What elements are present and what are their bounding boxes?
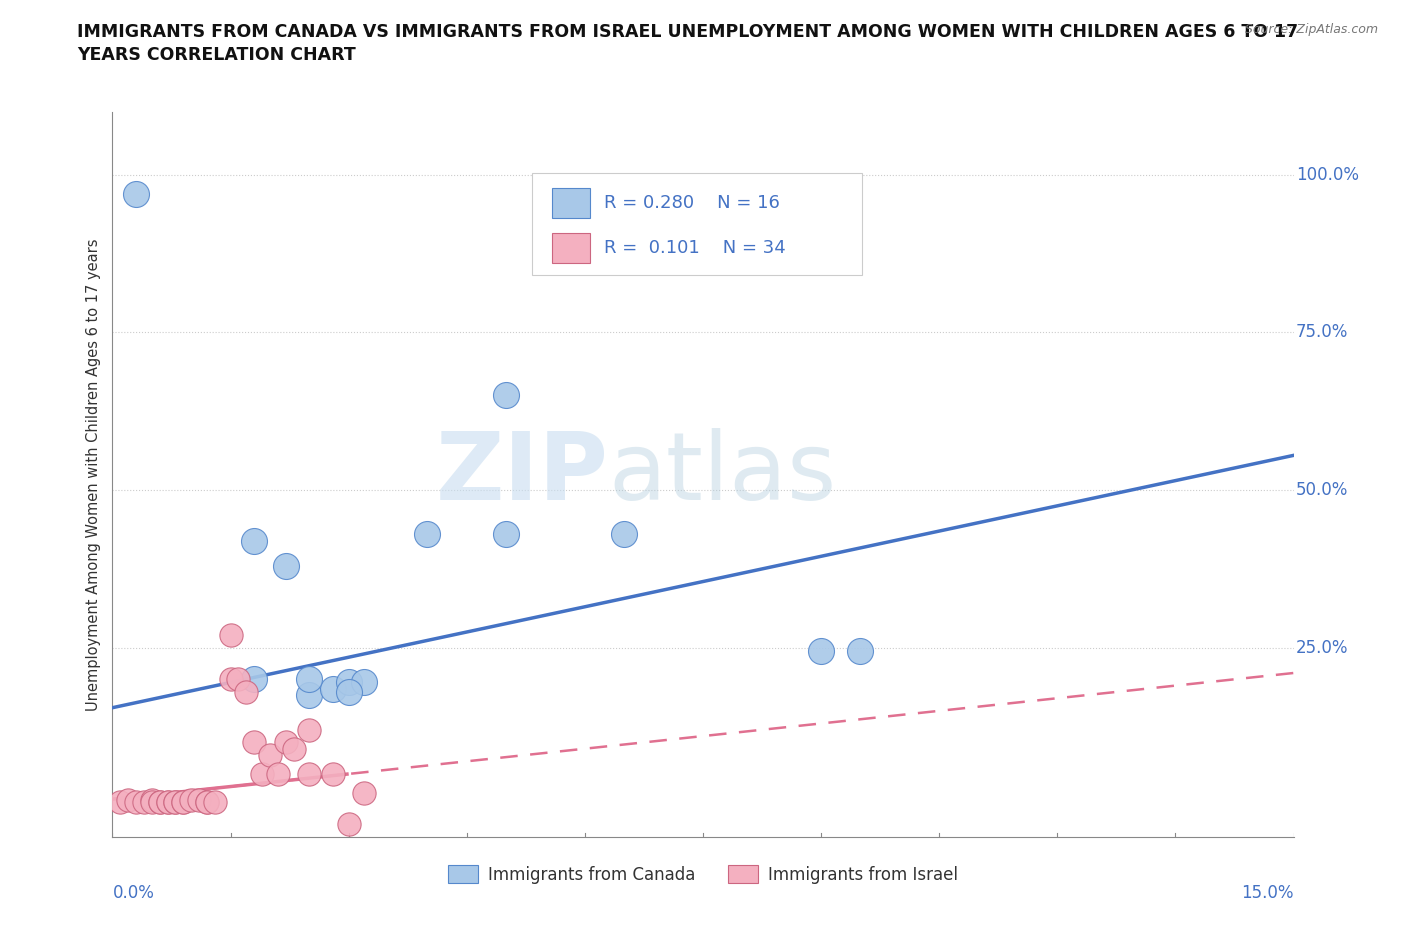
Point — [149, 795, 172, 810]
Point — [283, 741, 305, 756]
Point — [165, 795, 187, 810]
Point — [298, 766, 321, 781]
FancyBboxPatch shape — [551, 188, 589, 219]
Text: IMMIGRANTS FROM CANADA VS IMMIGRANTS FROM ISRAEL UNEMPLOYMENT AMONG WOMEN WITH C: IMMIGRANTS FROM CANADA VS IMMIGRANTS FRO… — [77, 23, 1299, 41]
Text: atlas: atlas — [609, 429, 837, 520]
Point — [228, 671, 250, 686]
Point — [219, 628, 242, 643]
Point — [298, 687, 321, 702]
Text: R =  0.101    N = 34: R = 0.101 N = 34 — [603, 239, 786, 257]
Point — [188, 793, 211, 808]
Text: 0.0%: 0.0% — [112, 884, 155, 902]
Point — [274, 558, 297, 573]
Point — [322, 682, 344, 697]
Point — [337, 675, 360, 690]
Point — [235, 684, 257, 699]
Point — [416, 526, 439, 541]
Legend: Immigrants from Canada, Immigrants from Israel: Immigrants from Canada, Immigrants from … — [441, 858, 965, 890]
Point — [243, 533, 266, 548]
Point — [274, 735, 297, 750]
Point — [149, 795, 172, 810]
Y-axis label: Unemployment Among Women with Children Ages 6 to 17 years: Unemployment Among Women with Children A… — [86, 238, 101, 711]
Point — [322, 766, 344, 781]
Point — [195, 795, 218, 810]
Point — [243, 671, 266, 686]
Point — [204, 795, 226, 810]
Text: ZIP: ZIP — [436, 429, 609, 520]
Point — [156, 795, 179, 810]
Point — [259, 748, 281, 763]
Point — [613, 526, 636, 541]
Text: 75.0%: 75.0% — [1296, 324, 1348, 341]
Point — [125, 186, 148, 201]
Point — [243, 735, 266, 750]
Point — [353, 675, 375, 690]
Text: 15.0%: 15.0% — [1241, 884, 1294, 902]
Point — [810, 644, 832, 658]
Point — [165, 795, 187, 810]
Point — [250, 766, 273, 781]
Point — [298, 723, 321, 737]
Point — [132, 795, 155, 810]
Point — [219, 671, 242, 686]
Text: YEARS CORRELATION CHART: YEARS CORRELATION CHART — [77, 46, 356, 64]
Point — [110, 795, 132, 810]
FancyBboxPatch shape — [551, 232, 589, 262]
Text: 50.0%: 50.0% — [1296, 481, 1348, 499]
Point — [849, 644, 872, 658]
Text: 25.0%: 25.0% — [1296, 639, 1348, 657]
Point — [172, 795, 194, 810]
Point — [141, 793, 163, 808]
Point — [298, 671, 321, 686]
Point — [495, 526, 517, 541]
Point — [337, 684, 360, 699]
Text: R = 0.280    N = 16: R = 0.280 N = 16 — [603, 194, 780, 212]
Point — [267, 766, 290, 781]
Text: 100.0%: 100.0% — [1296, 166, 1358, 184]
Text: Source: ZipAtlas.com: Source: ZipAtlas.com — [1244, 23, 1378, 36]
Point — [353, 786, 375, 801]
Point — [180, 793, 202, 808]
FancyBboxPatch shape — [531, 173, 862, 275]
Point — [337, 817, 360, 831]
Point — [156, 795, 179, 810]
Point — [141, 795, 163, 810]
Point — [117, 793, 139, 808]
Point — [172, 795, 194, 810]
Point — [125, 795, 148, 810]
Point — [495, 388, 517, 403]
Point — [195, 795, 218, 810]
